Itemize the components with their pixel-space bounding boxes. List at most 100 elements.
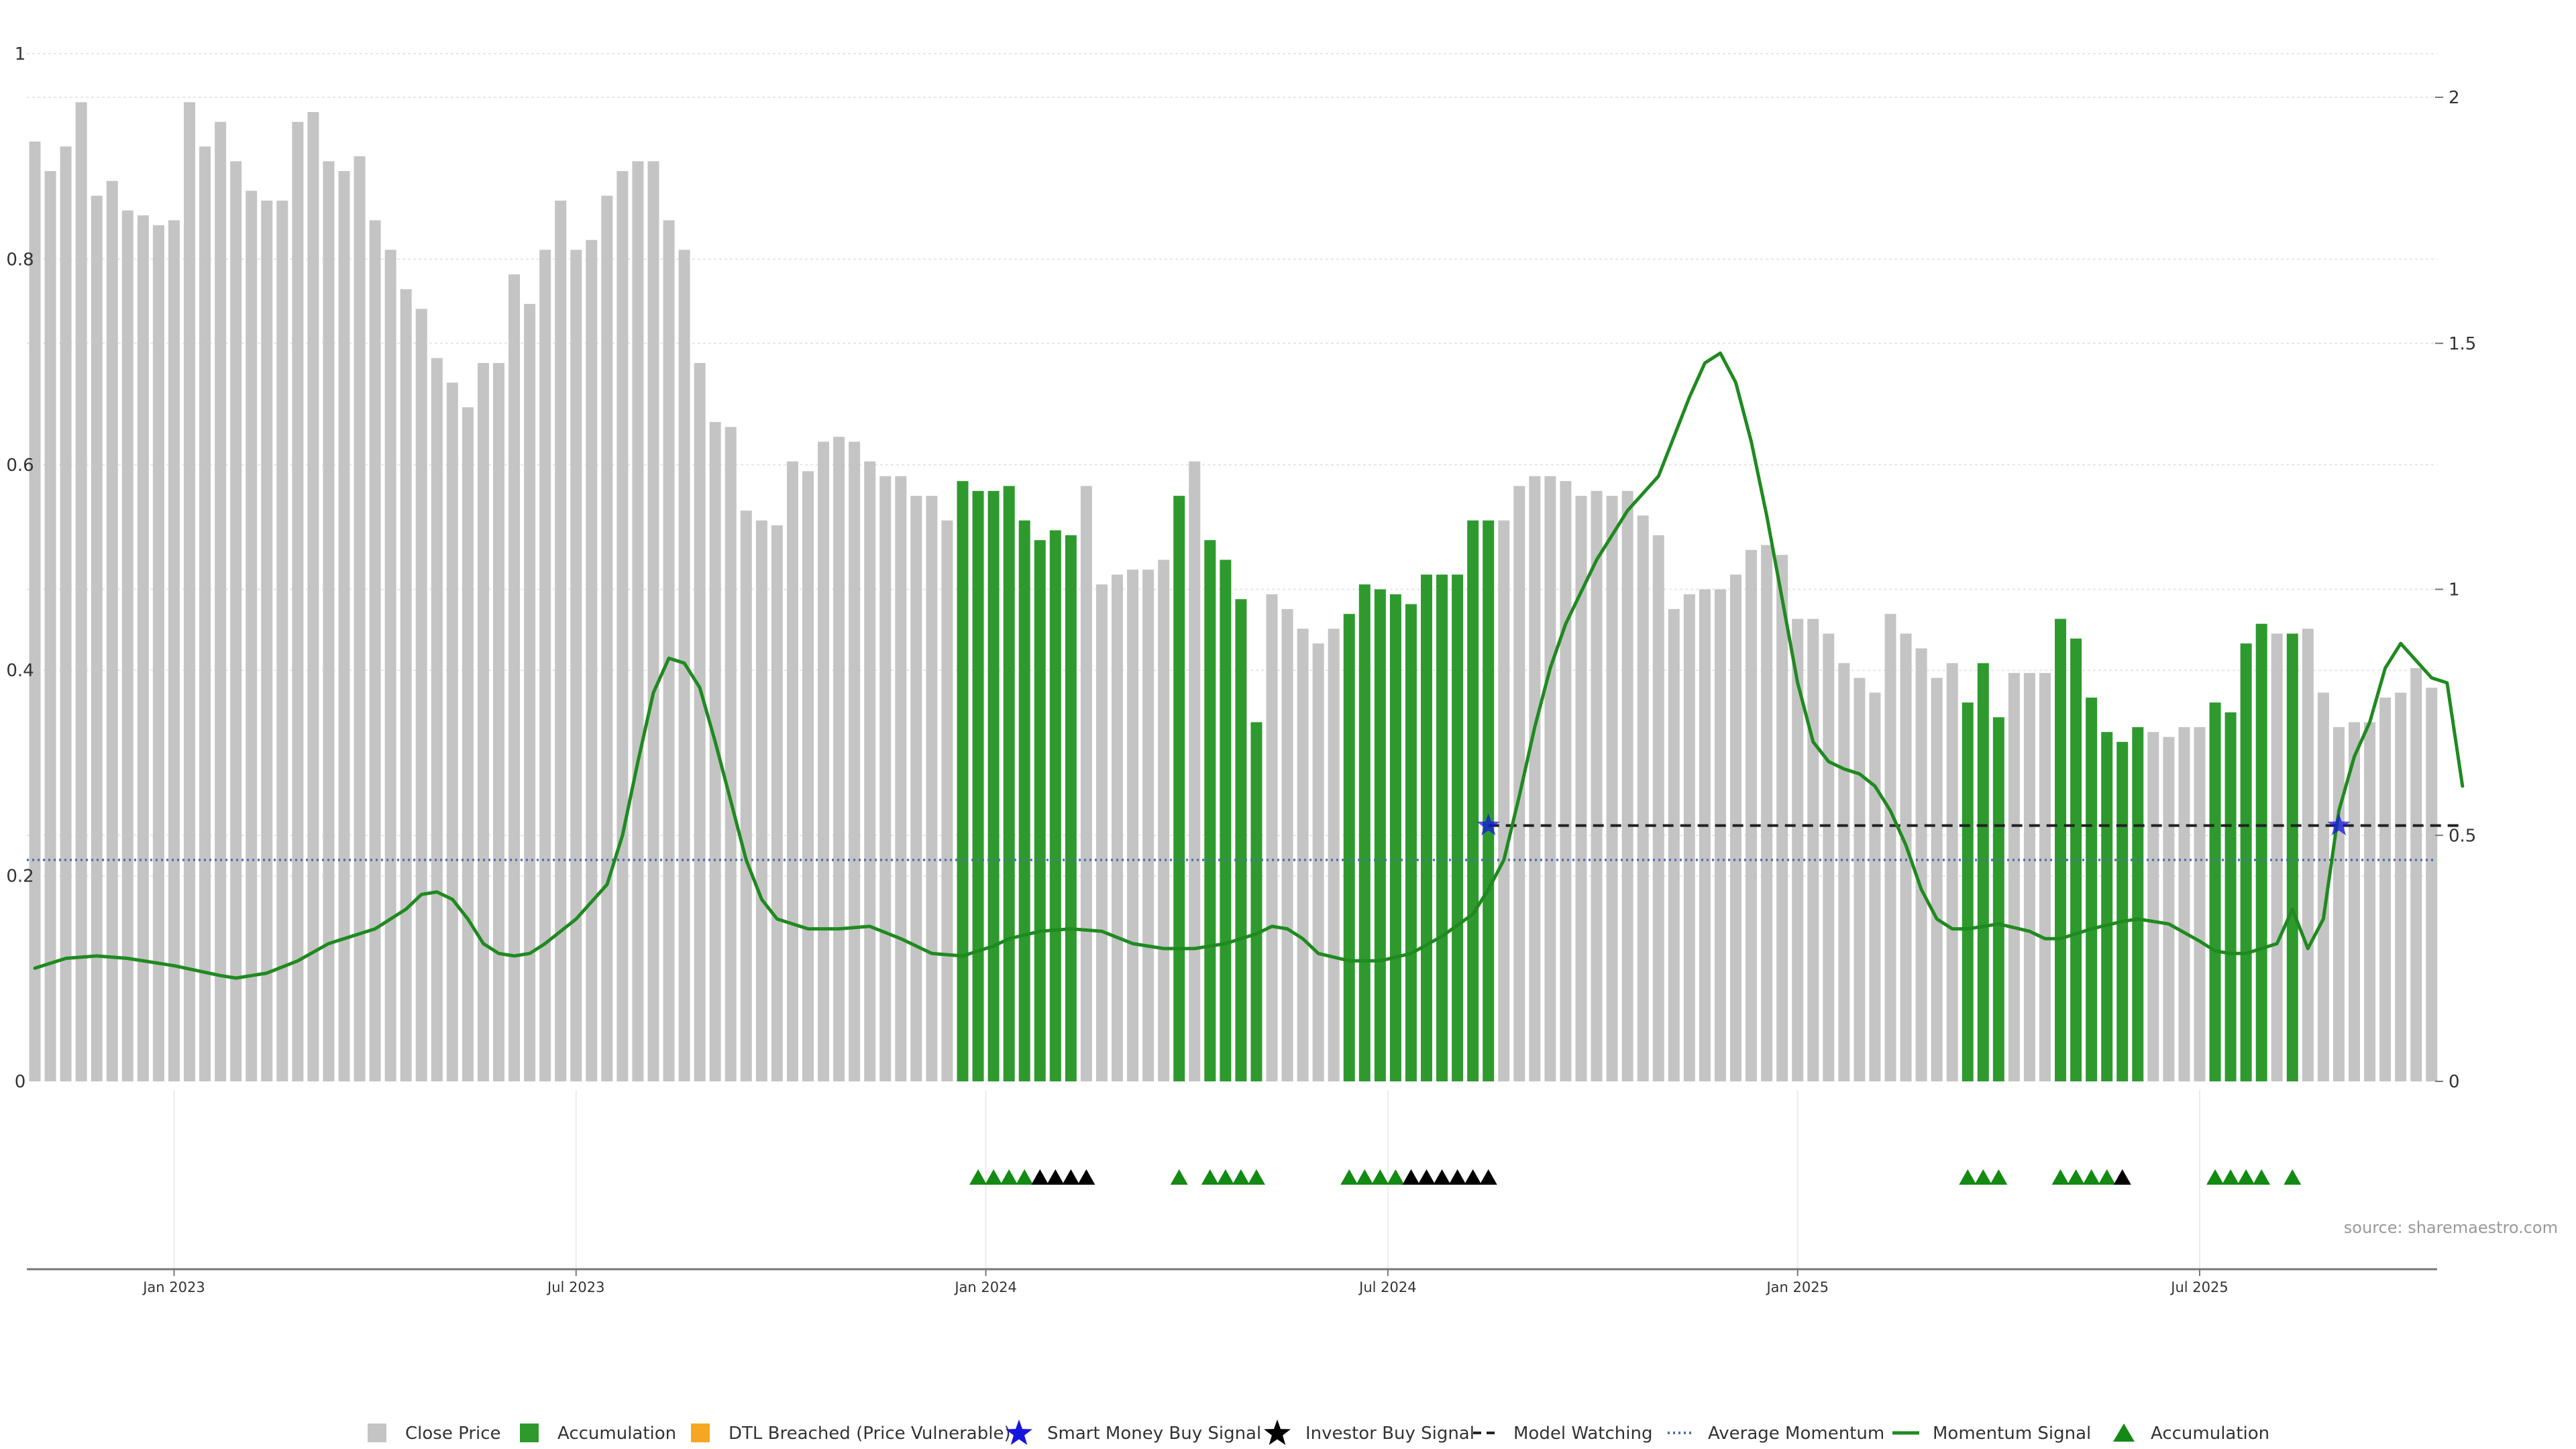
close-price-bar [1095, 584, 1108, 1081]
close-price-bar [1112, 574, 1123, 1081]
x-tick-label: Jan 2025 [1765, 1279, 1829, 1295]
accumulation-triangle [969, 1169, 987, 1185]
close-price-bar [1529, 476, 1541, 1081]
right-tick-label: 0 [2449, 1072, 2460, 1092]
momentum-signal-line [33, 351, 2465, 980]
legend-swatch [368, 1424, 386, 1442]
close-price-bar [2194, 727, 2206, 1081]
close-price-bar [1127, 570, 1139, 1081]
accumulation-triangle [2284, 1169, 2302, 1185]
legend-label: Smart Money Buy Signal [1047, 1424, 1261, 1444]
accumulation-triangle [2098, 1169, 2116, 1185]
close-price-bar [570, 250, 582, 1081]
close-price-bar [446, 382, 458, 1082]
close-price-bar [323, 161, 335, 1082]
accumulation-triangle [1170, 1169, 1188, 1185]
close-price-bar [431, 358, 443, 1081]
close-price-bar [2426, 688, 2438, 1081]
accumulation-bar [2116, 741, 2129, 1081]
close-price-bar [168, 220, 180, 1081]
right-tick-label: 1 [2449, 580, 2460, 600]
close-price-bar [384, 250, 396, 1081]
close-price-bar [1544, 476, 1556, 1081]
close-price-bar [1792, 619, 1804, 1081]
close-price-bar [1560, 481, 1572, 1081]
accumulation-bar [1204, 540, 1216, 1081]
close-price-bar [2317, 692, 2329, 1081]
close-price-bar [354, 156, 366, 1081]
close-price-bar [261, 201, 273, 1081]
accumulation-bar [1173, 496, 1185, 1081]
accumulation-bar [1483, 520, 1495, 1081]
close-price-bar [524, 304, 536, 1081]
accumulation-triangle [1201, 1169, 1219, 1185]
accumulation-triangle [1371, 1169, 1389, 1185]
close-price-bar [91, 195, 103, 1082]
close-price-bar [1683, 594, 1695, 1081]
close-price-bar [462, 407, 474, 1081]
investor-triangle [1062, 1169, 1080, 1185]
legend-swatch [1264, 1419, 1291, 1445]
accumulation-triangle [2051, 1169, 2070, 1185]
accumulation-triangle [1387, 1169, 1405, 1185]
close-price-bar [818, 441, 830, 1081]
accumulation-bar [1003, 486, 1015, 1081]
legend-swatch [520, 1424, 539, 1442]
close-price-bar [555, 201, 567, 1081]
accumulation-triangle [1000, 1169, 1018, 1185]
close-price-bar [1513, 486, 1525, 1081]
investor-triangle [1433, 1169, 1451, 1185]
close-price-bar [199, 146, 211, 1082]
accumulation-bar [1421, 574, 1432, 1081]
close-price-bar [415, 309, 427, 1081]
close-price-bar [184, 102, 195, 1082]
investor-triangle [1077, 1169, 1095, 1185]
close-price-bar [833, 437, 845, 1081]
close-price-bar [369, 220, 381, 1081]
right-tick-label: 0.5 [2449, 826, 2476, 846]
close-price-bar [616, 171, 629, 1081]
close-price-bar [647, 161, 659, 1082]
accumulation-bar [957, 481, 969, 1081]
x-tick-label: Jan 2024 [953, 1279, 1017, 1295]
close-price-bar [895, 476, 907, 1081]
close-price-bar [2178, 727, 2190, 1081]
close-price-bar [740, 511, 752, 1081]
close-price-bar [1761, 545, 1773, 1081]
source-label: source: sharemaestro.com [2344, 1218, 2558, 1237]
accumulation-triangle [1356, 1169, 1374, 1185]
close-price-bar [2039, 673, 2051, 1081]
left-axis-ticks: 0 0.2 0.4 0.6 0.8 1 [6, 44, 34, 1092]
close-price-bar [1591, 490, 1603, 1081]
close-price-bar [2349, 722, 2360, 1081]
accumulation-triangle [1340, 1169, 1358, 1185]
accumulation-triangle [1974, 1169, 1992, 1185]
close-price-bar [1312, 643, 1324, 1081]
close-price-bar [2023, 673, 2035, 1081]
momentum-signal [33, 351, 2465, 980]
close-price-bars [29, 102, 2438, 1082]
close-price-bar [601, 195, 613, 1082]
accumulation-bar [1452, 574, 1464, 1081]
signal-triangles [969, 1169, 2302, 1185]
close-price-bar [2379, 697, 2392, 1081]
accumulation-bar [2209, 702, 2221, 1081]
close-price-bar [1915, 648, 1927, 1081]
close-price-bar [246, 191, 258, 1081]
accumulation-triangle [1232, 1169, 1250, 1185]
close-price-bar [1869, 692, 1881, 1081]
close-price-bar [2163, 737, 2175, 1081]
legend-swatch [1006, 1419, 1032, 1445]
smart-money-star [2327, 813, 2351, 836]
close-price-bar [632, 161, 644, 1082]
close-price-bar [2302, 629, 2314, 1081]
close-price-bar [941, 520, 953, 1081]
accumulation-triangle [2222, 1169, 2240, 1185]
accumulation-triangle [2237, 1169, 2255, 1185]
x-tick-label: Jan 2023 [142, 1279, 205, 1295]
legend-label: Investor Buy Signal [1305, 1424, 1474, 1444]
accumulation-bar [2240, 643, 2252, 1081]
investor-triangle [1402, 1169, 1420, 1185]
investor-triangle [1448, 1169, 1466, 1185]
